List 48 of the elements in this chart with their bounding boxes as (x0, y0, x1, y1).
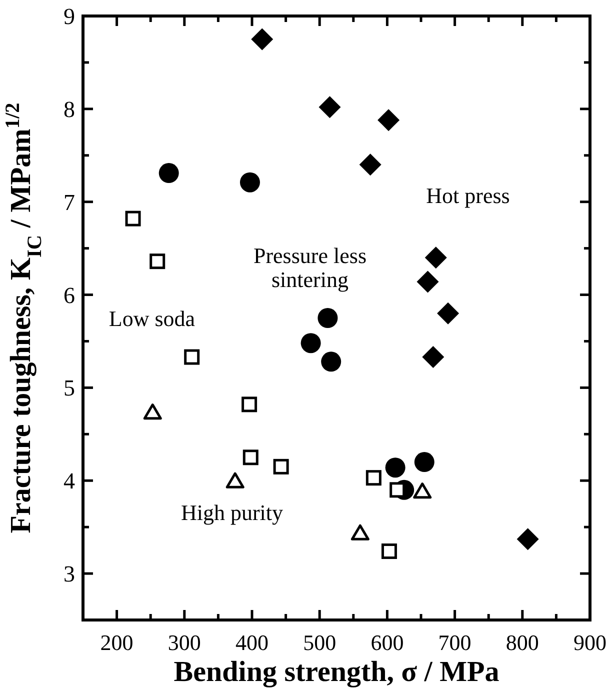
x-tick-label: 400 (236, 630, 268, 655)
point (385, 458, 406, 478)
point (366, 470, 382, 486)
point (242, 396, 258, 412)
point (413, 482, 432, 499)
point (242, 450, 258, 466)
point (378, 109, 400, 132)
point (158, 163, 179, 184)
point (318, 96, 341, 118)
point (350, 524, 370, 540)
x-axis-title: Bending strength, σ / MPa (174, 656, 500, 688)
y-tick-label: 6 (64, 282, 75, 308)
point (437, 302, 460, 324)
y-tick-label: 5 (64, 376, 75, 401)
point (240, 172, 260, 192)
x-tick-label: 200 (100, 630, 134, 655)
x-tick-label: 900 (574, 630, 606, 655)
point (359, 154, 382, 176)
point (251, 28, 274, 50)
x-tick-label: 800 (506, 630, 539, 655)
y-tick-label: 3 (64, 562, 75, 587)
annotation: Hot press (426, 183, 510, 208)
point (150, 254, 166, 270)
point (143, 404, 162, 420)
point (381, 543, 397, 559)
y-tick-label: 8 (64, 96, 75, 122)
y-tick-label: 9 (64, 4, 75, 30)
point (300, 333, 321, 354)
x-tick-label: 700 (438, 630, 472, 655)
point (125, 210, 141, 226)
x-tick-label: 300 (168, 630, 201, 655)
y-tick-label: 4 (64, 468, 76, 494)
annotation: High purity (180, 500, 284, 525)
annotation: Low soda (108, 306, 196, 331)
y-tick-label: 7 (64, 190, 75, 215)
point (414, 452, 434, 472)
x-tick-label: 600 (370, 630, 404, 655)
point (321, 352, 342, 372)
point (318, 308, 338, 328)
point (422, 346, 444, 368)
point (516, 528, 539, 550)
point (416, 270, 439, 293)
annotation: Pressure less sintering (253, 243, 367, 292)
point (273, 458, 289, 474)
point (184, 349, 200, 365)
x-tick-label: 500 (303, 630, 336, 655)
point (226, 472, 244, 488)
point (424, 246, 447, 269)
